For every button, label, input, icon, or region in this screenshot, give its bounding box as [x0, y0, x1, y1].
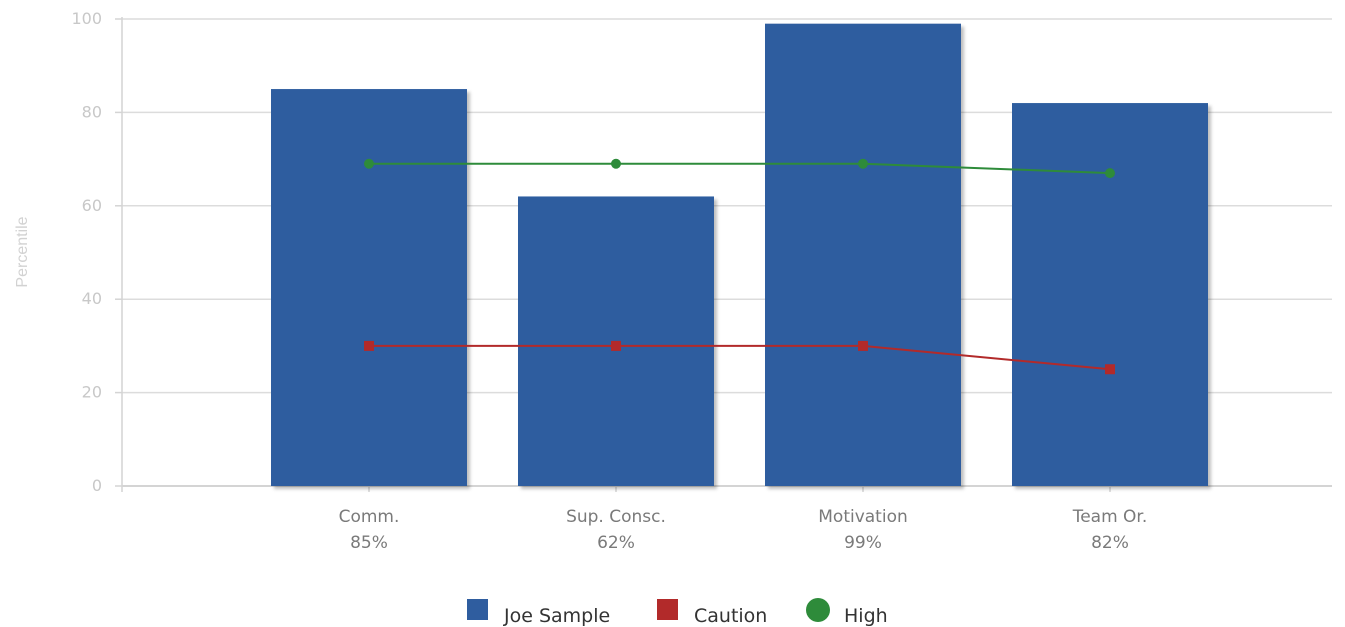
y-tick-label: 40 [82, 289, 102, 308]
line-series [364, 158, 1115, 375]
bar-3 [765, 23, 961, 486]
bar-series [271, 23, 1208, 487]
marker-caution [364, 340, 374, 351]
marker-caution [611, 340, 621, 351]
line-caution [369, 344, 1111, 371]
bar-4 [1012, 103, 1208, 486]
y-tick-label: 60 [82, 196, 102, 215]
x-category-label: Motivation [818, 507, 908, 527]
legend-label: Caution [694, 605, 767, 627]
y-tick-label: 20 [82, 383, 102, 402]
x-category-value-label: 85% [350, 533, 388, 553]
x-category-label: Team Or. [1072, 507, 1148, 527]
labels: Percentile 0 20 40 60 80 100 Comm. 85% Sup. Cons… [14, 9, 1147, 553]
legend-label: Joe Sample [503, 605, 610, 627]
legend: Joe Sample Caution High [467, 598, 888, 627]
legend-label: High [844, 605, 888, 627]
legend-swatch-caution [657, 599, 678, 620]
legend-swatch-joe-sample [467, 599, 488, 620]
x-category-label: Comm. [339, 507, 400, 527]
x-category-label: Sup. Consc. [566, 507, 666, 527]
line-high [369, 162, 1111, 175]
y-tick-label: 80 [82, 102, 102, 121]
y-tick-label: 100 [71, 9, 102, 28]
marker-caution [1105, 364, 1115, 375]
x-category-value-label: 82% [1091, 533, 1129, 553]
y-tick-label: 0 [92, 476, 102, 495]
y-axis-title: Percentile [14, 216, 31, 287]
marker-high [611, 158, 621, 169]
marker-high [364, 158, 374, 169]
marker-caution [858, 340, 868, 351]
x-category-value-label: 62% [597, 533, 635, 553]
marker-high [858, 158, 868, 169]
x-category-value-label: 99% [844, 533, 882, 553]
bar-1 [271, 89, 467, 487]
legend-swatch-high [806, 598, 830, 622]
marker-high [1105, 168, 1115, 179]
